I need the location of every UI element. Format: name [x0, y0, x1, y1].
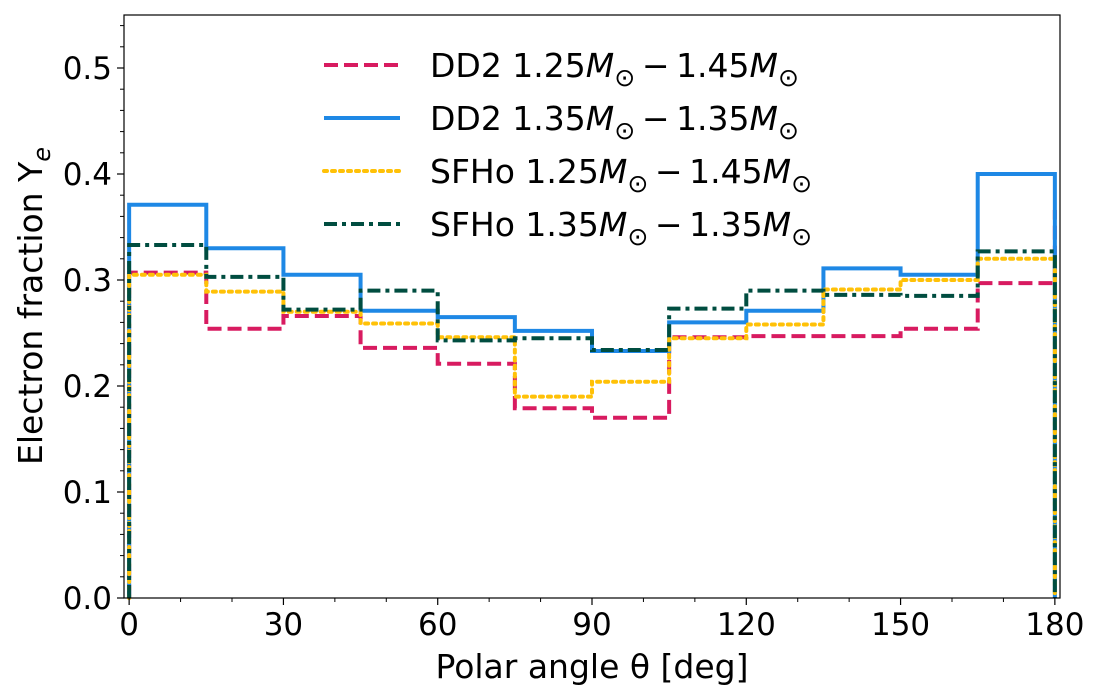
y-tick-label: 0.3: [63, 263, 112, 299]
y-axis-label-main: Electron fraction Y: [11, 161, 50, 465]
series-line-sfho-1.25-1.45: [127, 256, 1057, 600]
legend: DD2 1.25M⊙ − 1.45M⊙ DD2 1.35M⊙ − 1.35M⊙ SF…: [322, 46, 812, 251]
legend-label: DD2 1.25M⊙ − 1.45M⊙: [430, 46, 799, 92]
legend-item: SFHo 1.35M⊙ − 1.35M⊙: [324, 205, 812, 251]
x-tick-label: 90: [572, 607, 611, 643]
ticks-layer: 0.0 0.1 0.2 0.3 0.4 0.5 0 30 60 90 120 150 180: [63, 25, 1084, 643]
series-line-dd2-1.25-1.45: [127, 210, 1057, 598]
legend-item: SFHo 1.25M⊙ − 1.45M⊙: [322, 152, 812, 198]
series-line-sfho-1.35-1.35: [127, 243, 1057, 598]
y-axis-label-subscript: e: [28, 147, 56, 162]
legend-item: DD2 1.25M⊙ − 1.45M⊙: [324, 46, 799, 92]
x-tick-label: 180: [1025, 607, 1084, 643]
x-tick-label: 0: [119, 607, 139, 643]
legend-label: SFHo 1.25M⊙ − 1.45M⊙: [430, 152, 812, 198]
x-tick-label: 30: [264, 607, 303, 643]
legend-item: DD2 1.35M⊙ − 1.35M⊙: [324, 99, 799, 145]
series-layer: [127, 172, 1057, 600]
x-tick-label: 60: [418, 607, 457, 643]
legend-label: DD2 1.35M⊙ − 1.35M⊙: [430, 99, 799, 145]
y-tick-label: 0.5: [63, 51, 112, 87]
x-tick-label: 150: [871, 607, 930, 643]
legend-label: SFHo 1.35M⊙ − 1.35M⊙: [430, 205, 812, 251]
x-tick-label: 120: [717, 607, 776, 643]
y-axis-label: Electron fraction Ye: [11, 147, 56, 465]
y-tick-label: 0.2: [63, 369, 112, 405]
y-tick-label: 0.1: [63, 475, 112, 511]
y-tick-label: 0.0: [63, 581, 112, 617]
y-tick-label: 0.4: [63, 157, 112, 193]
x-axis-label: Polar angle θ [deg]: [435, 647, 748, 686]
